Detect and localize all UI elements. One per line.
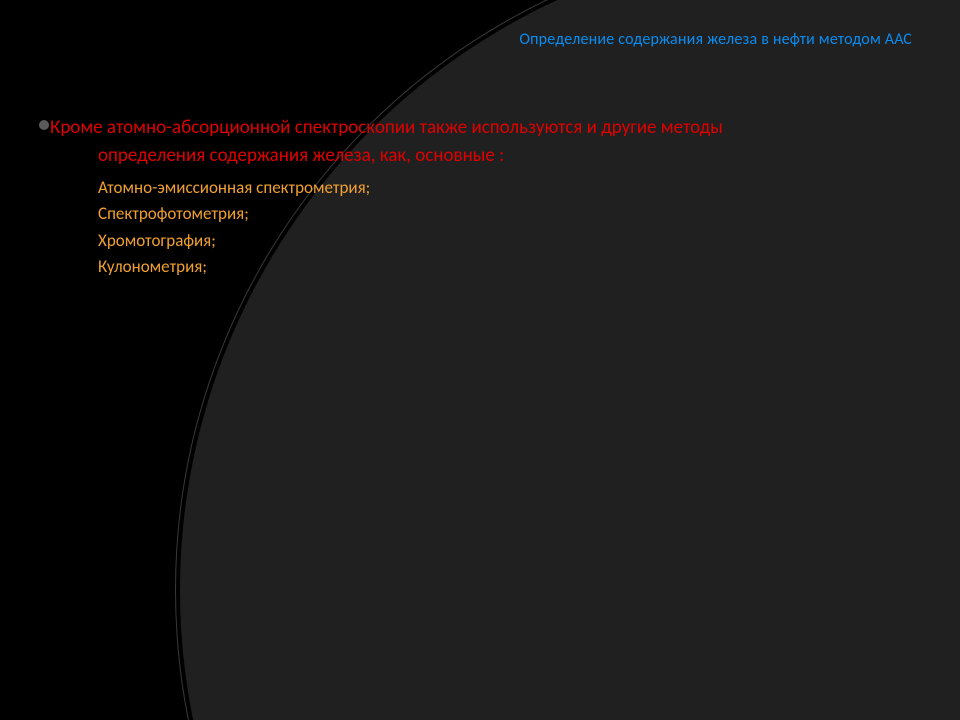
- list-item: Кулонометрия;: [98, 254, 370, 280]
- intro-line-1: Кроме атомно-абсорционной спектроскопии …: [50, 116, 723, 139]
- slide: Определение содержания железа в нефти ме…: [0, 0, 960, 720]
- list-item: Спектрофотометрия;: [98, 201, 370, 227]
- methods-list: Атомно-эмиссионная спектрометрия; Спектр…: [98, 175, 370, 280]
- slide-header-title: Определение содержания железа в нефти ме…: [519, 30, 912, 49]
- list-item: Атомно-эмиссионная спектрометрия;: [98, 175, 370, 201]
- list-item: Хромотография;: [98, 228, 370, 254]
- intro-paragraph: Кроме атомно-абсорционной спектроскопии …: [50, 114, 910, 169]
- intro-line-2: определения содержания железа, как, осно…: [50, 142, 910, 170]
- slide-content: Определение содержания железа в нефти ме…: [0, 0, 960, 720]
